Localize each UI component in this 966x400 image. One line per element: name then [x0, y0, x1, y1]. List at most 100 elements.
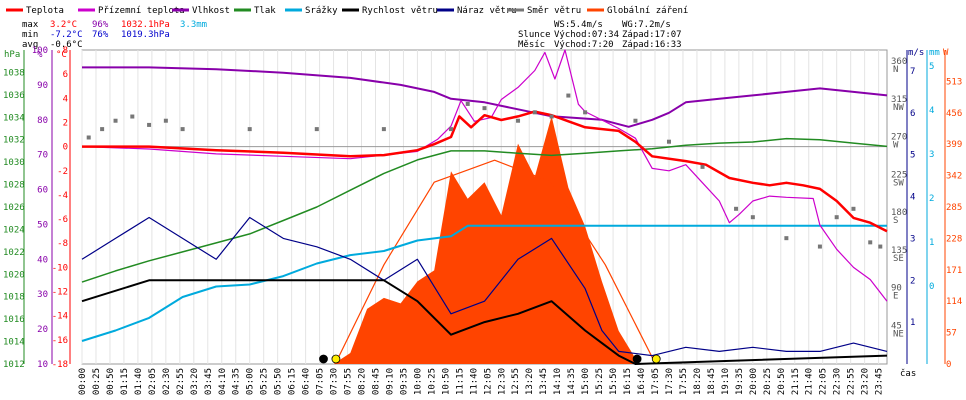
- stat-max-label: max: [22, 20, 39, 30]
- direction-point: [516, 118, 521, 123]
- series-globalni-area: [333, 116, 639, 364]
- pressure-tick: 1022: [3, 248, 25, 258]
- sun-rise: Východ:07:34: [554, 30, 619, 40]
- direction-point: [834, 215, 839, 220]
- direction-point: [86, 135, 91, 140]
- radiation-tick: 57: [946, 329, 957, 339]
- pressure-tick: 1036: [3, 91, 25, 101]
- legend-label-srazky: Srážky: [305, 6, 338, 16]
- x-tick-label: 04:10: [218, 368, 228, 395]
- x-tick-label: 07:55: [344, 368, 354, 395]
- wind-tick: 2: [910, 276, 915, 286]
- stat-min-hum: 76%: [92, 30, 109, 40]
- pressure-tick: 1030: [3, 158, 25, 168]
- sun-label: Slunce: [518, 30, 551, 40]
- pressure-tick: 1018: [3, 293, 25, 303]
- temperature-tick: -14: [52, 312, 68, 322]
- x-tick-label: 20:00: [749, 368, 759, 395]
- direction-point: [381, 127, 386, 132]
- x-tick-label: 05:25: [260, 368, 270, 395]
- x-tick-label: 21:15: [791, 368, 801, 395]
- pressure-tick: 1026: [3, 203, 25, 213]
- direction-tick: 270: [891, 133, 907, 143]
- x-tick-label: 08:45: [371, 368, 381, 395]
- radiation-tick: 285: [946, 203, 962, 213]
- x-tick-label: 21:40: [805, 368, 815, 395]
- direction-point: [482, 106, 487, 111]
- x-tick-label: 11:15: [455, 368, 465, 395]
- temperature-tick: -4: [57, 191, 68, 201]
- humidity-tick: 30: [37, 290, 48, 300]
- x-tick-label: 07:05: [316, 368, 326, 395]
- x-tick-label: 01:15: [120, 368, 130, 395]
- temperature-tick: 4: [63, 94, 68, 104]
- x-tick-label: 03:20: [190, 368, 200, 395]
- unit-w: W: [943, 48, 949, 58]
- pressure-tick: 1024: [3, 225, 25, 235]
- x-tick-label: 02:30: [162, 368, 172, 395]
- unit-hpa: hPa: [4, 50, 20, 60]
- x-tick-label: 13:45: [539, 368, 549, 395]
- x-tick-label: 06:15: [288, 368, 298, 395]
- humidity-tick: 50: [37, 220, 48, 230]
- humidity-tick: 70: [37, 151, 48, 161]
- direction-point: [180, 127, 185, 132]
- x-tick-label: 19:10: [721, 368, 731, 395]
- humidity-tick: 10: [37, 360, 48, 370]
- legend-label-tlak: Tlak: [254, 6, 276, 16]
- direction-tick-label: E: [893, 292, 898, 302]
- x-tick-label: 22:55: [847, 368, 857, 395]
- radiation-tick: 0: [946, 360, 951, 370]
- x-tick-label: 02:05: [148, 368, 158, 395]
- x-tick-label: 18:45: [707, 368, 717, 395]
- moon-set: Západ:16:33: [622, 40, 682, 50]
- wind-tick: 3: [910, 234, 915, 244]
- series-teplota: [82, 110, 888, 233]
- radiation-tick: 171: [946, 266, 962, 276]
- series-prizemni: [81, 49, 888, 302]
- temperature-tick: -6: [57, 215, 68, 225]
- moon-marker: [319, 354, 328, 364]
- series-srazky: [81, 224, 887, 342]
- x-tick-label: 11:40: [469, 368, 479, 395]
- wind-tick: 4: [910, 193, 915, 203]
- moon-rise: Východ:7:20: [554, 40, 614, 50]
- direction-tick-label: W: [893, 141, 899, 151]
- stat-avg-label: avg: [22, 40, 38, 50]
- humidity-tick: 40: [37, 255, 48, 265]
- wind-tick: 7: [910, 67, 915, 77]
- x-tick-label: 17:05: [651, 368, 661, 395]
- x-tick-label: 13:20: [525, 368, 535, 395]
- pressure-tick: 1012: [3, 360, 25, 370]
- temperature-tick: 2: [63, 118, 68, 128]
- x-tick-label: 17:55: [679, 368, 689, 395]
- pressure-tick: 1028: [3, 181, 25, 191]
- direction-tick-label: S: [893, 216, 898, 226]
- x-tick-label: 15:25: [595, 368, 605, 395]
- series-vlhkost: [82, 66, 888, 128]
- moon-marker: [632, 354, 642, 364]
- direction-tick-label: NW: [893, 103, 904, 113]
- direction-point: [448, 127, 453, 132]
- x-tick-label: 16:15: [623, 368, 633, 395]
- unit-mm: mm: [929, 48, 940, 58]
- direction-point: [100, 127, 105, 132]
- legend-label-smer: Směr větru: [527, 6, 581, 16]
- direction-point: [750, 215, 755, 220]
- x-tick-label: 17:30: [665, 368, 675, 395]
- radiation-tick: 342: [946, 172, 962, 182]
- legend-label-naraz: Náraz větru: [457, 6, 517, 16]
- rain-tick: 3: [929, 150, 934, 160]
- rain-tick: 4: [929, 106, 934, 116]
- direction-point: [113, 118, 118, 123]
- x-tick-label: 20:25: [763, 368, 773, 395]
- x-tick-label: 19:35: [735, 368, 745, 395]
- sun-marker: [331, 354, 341, 364]
- series-rychlost: [81, 279, 888, 365]
- x-tick-label: 22:30: [833, 368, 843, 395]
- moon-label: Měsíc: [518, 40, 545, 50]
- stat-max-rain: 3.3mm: [180, 20, 207, 30]
- stat-max-hum: 96%: [92, 20, 109, 30]
- direction-tick-label: N: [893, 65, 898, 75]
- direction-tick: 360: [891, 57, 907, 67]
